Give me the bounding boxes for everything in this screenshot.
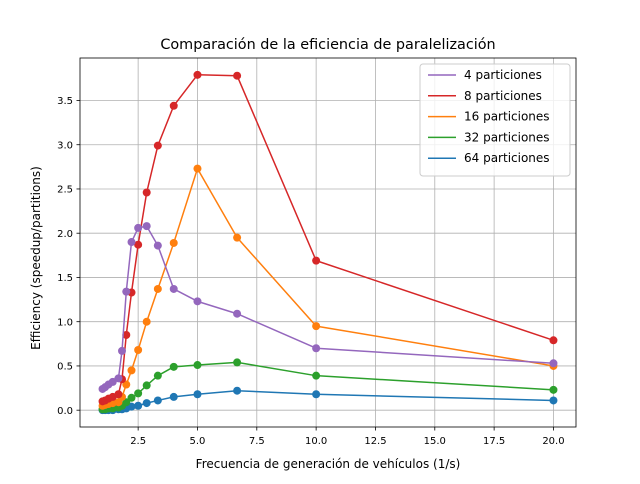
data-point <box>127 393 136 402</box>
series-group <box>98 70 558 415</box>
data-point <box>142 381 151 390</box>
data-point <box>114 390 123 399</box>
data-point <box>108 377 117 386</box>
data-point <box>549 385 558 394</box>
y-tick-label: 3.0 <box>57 140 73 151</box>
data-point <box>193 164 202 173</box>
series-1 <box>98 222 558 393</box>
data-point <box>312 322 321 331</box>
y-tick-label: 1.0 <box>57 317 73 328</box>
data-point <box>134 346 143 355</box>
x-tick-label: 5.0 <box>190 436 206 447</box>
data-point <box>169 101 178 110</box>
data-point <box>122 398 131 407</box>
data-point <box>122 330 131 339</box>
data-point <box>233 386 242 395</box>
data-point <box>169 362 178 371</box>
y-ticks: 0.0 0.5 1.0 1.5 2.0 2.5 3.0 3.5 <box>57 96 80 417</box>
data-point <box>312 256 321 265</box>
data-point <box>153 241 162 250</box>
legend-label: 4 particiones <box>464 68 542 82</box>
data-point <box>549 336 558 345</box>
legend: 4 particiones 8 particiones 16 particiones… <box>419 63 571 177</box>
data-point <box>127 238 136 247</box>
x-tick-label: 2.5 <box>130 436 146 447</box>
data-point <box>193 361 202 370</box>
data-point <box>134 223 143 232</box>
data-point <box>153 284 162 293</box>
x-ticks: 2.5 5.0 7.5 10.0 12.5 15.0 17.5 20.0 <box>130 427 565 447</box>
data-point <box>233 358 242 367</box>
x-tick-label: 17.5 <box>483 436 505 447</box>
data-point <box>153 396 162 405</box>
series-4 <box>98 358 558 414</box>
data-point <box>233 309 242 318</box>
data-point <box>127 402 136 411</box>
data-point <box>153 371 162 380</box>
y-tick-label: 1.5 <box>57 273 73 284</box>
data-point <box>153 141 162 150</box>
data-point <box>549 396 558 405</box>
chart-title: Comparación de la eficiencia de paraleli… <box>160 37 495 53</box>
series-2 <box>98 70 558 406</box>
data-point <box>142 188 151 197</box>
data-point <box>142 399 151 408</box>
legend-box <box>419 63 571 177</box>
y-tick-label: 0.5 <box>57 362 73 373</box>
data-point <box>122 287 131 296</box>
data-point <box>169 284 178 293</box>
data-point <box>312 390 321 399</box>
y-tick-label: 2.5 <box>57 185 73 196</box>
data-point <box>122 380 131 389</box>
axes-frame <box>79 57 577 428</box>
x-tick-label: 15.0 <box>424 436 446 447</box>
y-tick-label: 2.0 <box>57 229 73 240</box>
data-point <box>142 317 151 326</box>
data-point <box>312 344 321 353</box>
data-point <box>118 346 127 355</box>
legend-label: 64 particiones <box>464 151 550 165</box>
data-point <box>169 238 178 247</box>
data-point <box>127 366 136 375</box>
legend-label: 32 particiones <box>464 130 550 144</box>
x-tick-label: 10.0 <box>305 436 327 447</box>
x-tick-label: 12.5 <box>364 436 386 447</box>
data-point <box>193 390 202 399</box>
data-point <box>114 374 123 383</box>
legend-label: 16 particiones <box>464 110 550 124</box>
data-point <box>134 240 143 249</box>
data-point <box>134 401 143 410</box>
data-point <box>193 297 202 306</box>
data-point <box>169 392 178 401</box>
data-point <box>193 70 202 79</box>
y-tick-label: 3.5 <box>57 96 73 107</box>
y-tick-label: 0.0 <box>57 406 73 417</box>
data-point <box>233 71 242 80</box>
x-tick-label: 20.0 <box>542 436 564 447</box>
data-point <box>549 359 558 368</box>
data-point <box>233 233 242 242</box>
legend-label: 8 particiones <box>464 89 542 103</box>
x-axis-label: Frecuencia de generación de vehículos (1… <box>196 457 461 471</box>
data-point <box>134 389 143 398</box>
data-point <box>312 371 321 380</box>
x-tick-label: 7.5 <box>249 436 265 447</box>
data-point <box>142 222 151 231</box>
y-axis-label: Efficiency (speedup/partitions) <box>29 166 43 350</box>
